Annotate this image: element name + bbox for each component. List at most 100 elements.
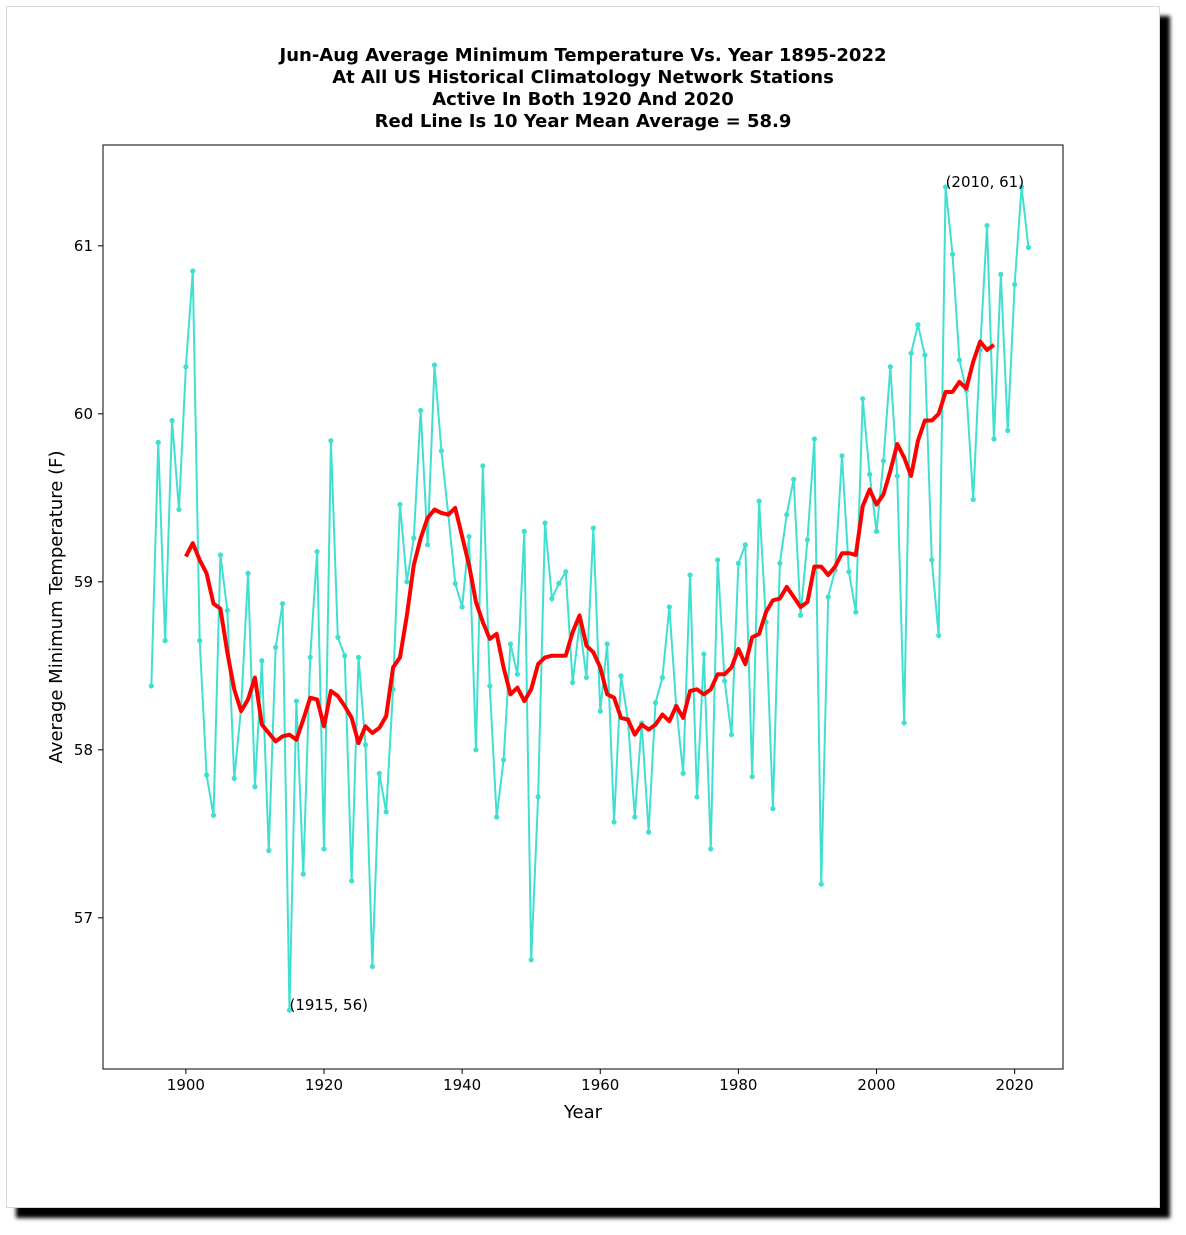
y-axis-label: Average Minimum Temperature (F) <box>46 451 67 764</box>
chart-title-line-1: Jun-Aug Average Minimum Temperature Vs. … <box>279 45 887 66</box>
annual-point <box>597 708 603 714</box>
annual-point <box>500 757 507 763</box>
annual-point <box>735 560 741 566</box>
axis-ticks: 1900 1920 1940 1960 1980 2000 2020 57 58 59 60 61 <box>74 237 1034 1094</box>
annual-point <box>342 653 348 659</box>
annual-point <box>777 560 783 566</box>
y-tick-label: 57 <box>74 909 93 927</box>
annual-point <box>687 572 693 578</box>
annual-point <box>183 364 189 370</box>
annual-point <box>383 809 389 815</box>
annual-point <box>984 223 990 229</box>
x-tick-label: 2020 <box>996 1076 1034 1094</box>
annual-point <box>148 683 154 689</box>
mean-line <box>184 339 996 746</box>
annual-point <box>556 580 562 587</box>
annual-point <box>618 673 624 679</box>
annotations: (1915, 56) (2010, 61) <box>289 173 1024 1014</box>
annual-point <box>770 806 776 812</box>
annual-point <box>839 453 845 459</box>
annual-point <box>1025 244 1032 251</box>
annual-point <box>266 848 272 854</box>
annual-point <box>376 770 382 776</box>
x-tick-label: 1900 <box>167 1076 205 1094</box>
annual-point <box>480 463 486 469</box>
point-annotation: (1915, 56) <box>289 996 368 1014</box>
annual-point <box>162 638 168 644</box>
chart-title-line-4: Red Line Is 10 Year Mean Average = 58.9 <box>374 111 792 132</box>
annual-point <box>590 525 596 531</box>
annual-point <box>942 184 949 190</box>
annual-point <box>203 772 210 778</box>
plot-area <box>102 144 1064 1070</box>
annual-point <box>570 680 576 686</box>
annual-point <box>860 396 866 402</box>
x-tick-label: 1940 <box>443 1076 481 1094</box>
annual-point <box>425 542 431 548</box>
annual-point <box>611 819 617 825</box>
annual-point <box>155 439 161 445</box>
annual-point <box>259 658 265 664</box>
annual-point <box>853 609 859 615</box>
annual-point <box>646 829 652 835</box>
annual-point <box>721 678 728 684</box>
annual-point <box>362 742 369 748</box>
x-axis-label: Year <box>563 1102 603 1123</box>
chart-title-line-3: Active In Both 1920 And 2020 <box>432 89 734 110</box>
annual-point <box>231 775 237 781</box>
chart-title-line-2: At All US Historical Climatology Network… <box>332 67 834 88</box>
mean-series <box>184 339 996 746</box>
annual-point <box>286 1007 293 1013</box>
annual-point <box>894 473 900 479</box>
annual-point <box>473 747 479 753</box>
annual-point <box>749 774 755 780</box>
annual-point <box>652 700 659 706</box>
annual-point <box>217 552 224 558</box>
annual-point <box>328 438 334 444</box>
x-tick-label: 1960 <box>581 1076 619 1094</box>
annual-point <box>804 537 811 543</box>
annual-point <box>404 579 410 585</box>
annual-point <box>756 498 762 504</box>
annual-line <box>150 186 1030 1011</box>
annual-point <box>1012 281 1018 288</box>
annual-point <box>459 604 465 610</box>
annual-point <box>915 322 921 328</box>
annual-point <box>970 496 976 503</box>
annual-point <box>466 533 472 540</box>
annual-point <box>542 520 548 526</box>
annual-point <box>210 812 217 818</box>
annual-point <box>397 501 403 508</box>
annual-point <box>867 471 873 477</box>
annual-point <box>279 601 286 607</box>
annual-point <box>521 528 527 535</box>
annual-point <box>273 644 279 650</box>
annual-point <box>680 770 686 776</box>
annual-point <box>411 535 417 541</box>
annual-point <box>293 698 299 704</box>
annual-point <box>514 671 520 677</box>
annual-point <box>245 570 251 577</box>
annual-point <box>224 607 230 613</box>
annual-point <box>998 271 1004 277</box>
annual-point <box>742 542 748 548</box>
annual-point <box>438 448 445 454</box>
annual-point <box>314 548 320 555</box>
annual-point <box>949 251 956 257</box>
annual-point <box>507 641 514 647</box>
annual-point <box>355 654 362 661</box>
annual-point <box>549 596 555 602</box>
annual-point <box>956 357 963 363</box>
annual-point <box>701 651 707 657</box>
x-tick-label: 1920 <box>305 1076 343 1094</box>
point-annotation: (2010, 61) <box>946 173 1025 191</box>
annual-point <box>487 683 493 689</box>
annual-point <box>528 957 534 963</box>
annual-point <box>349 878 355 884</box>
annual-point <box>1018 184 1025 190</box>
annual-point <box>583 674 590 681</box>
annual-point <box>818 881 824 887</box>
annual-point <box>431 362 438 368</box>
y-tick-label: 58 <box>74 741 93 759</box>
